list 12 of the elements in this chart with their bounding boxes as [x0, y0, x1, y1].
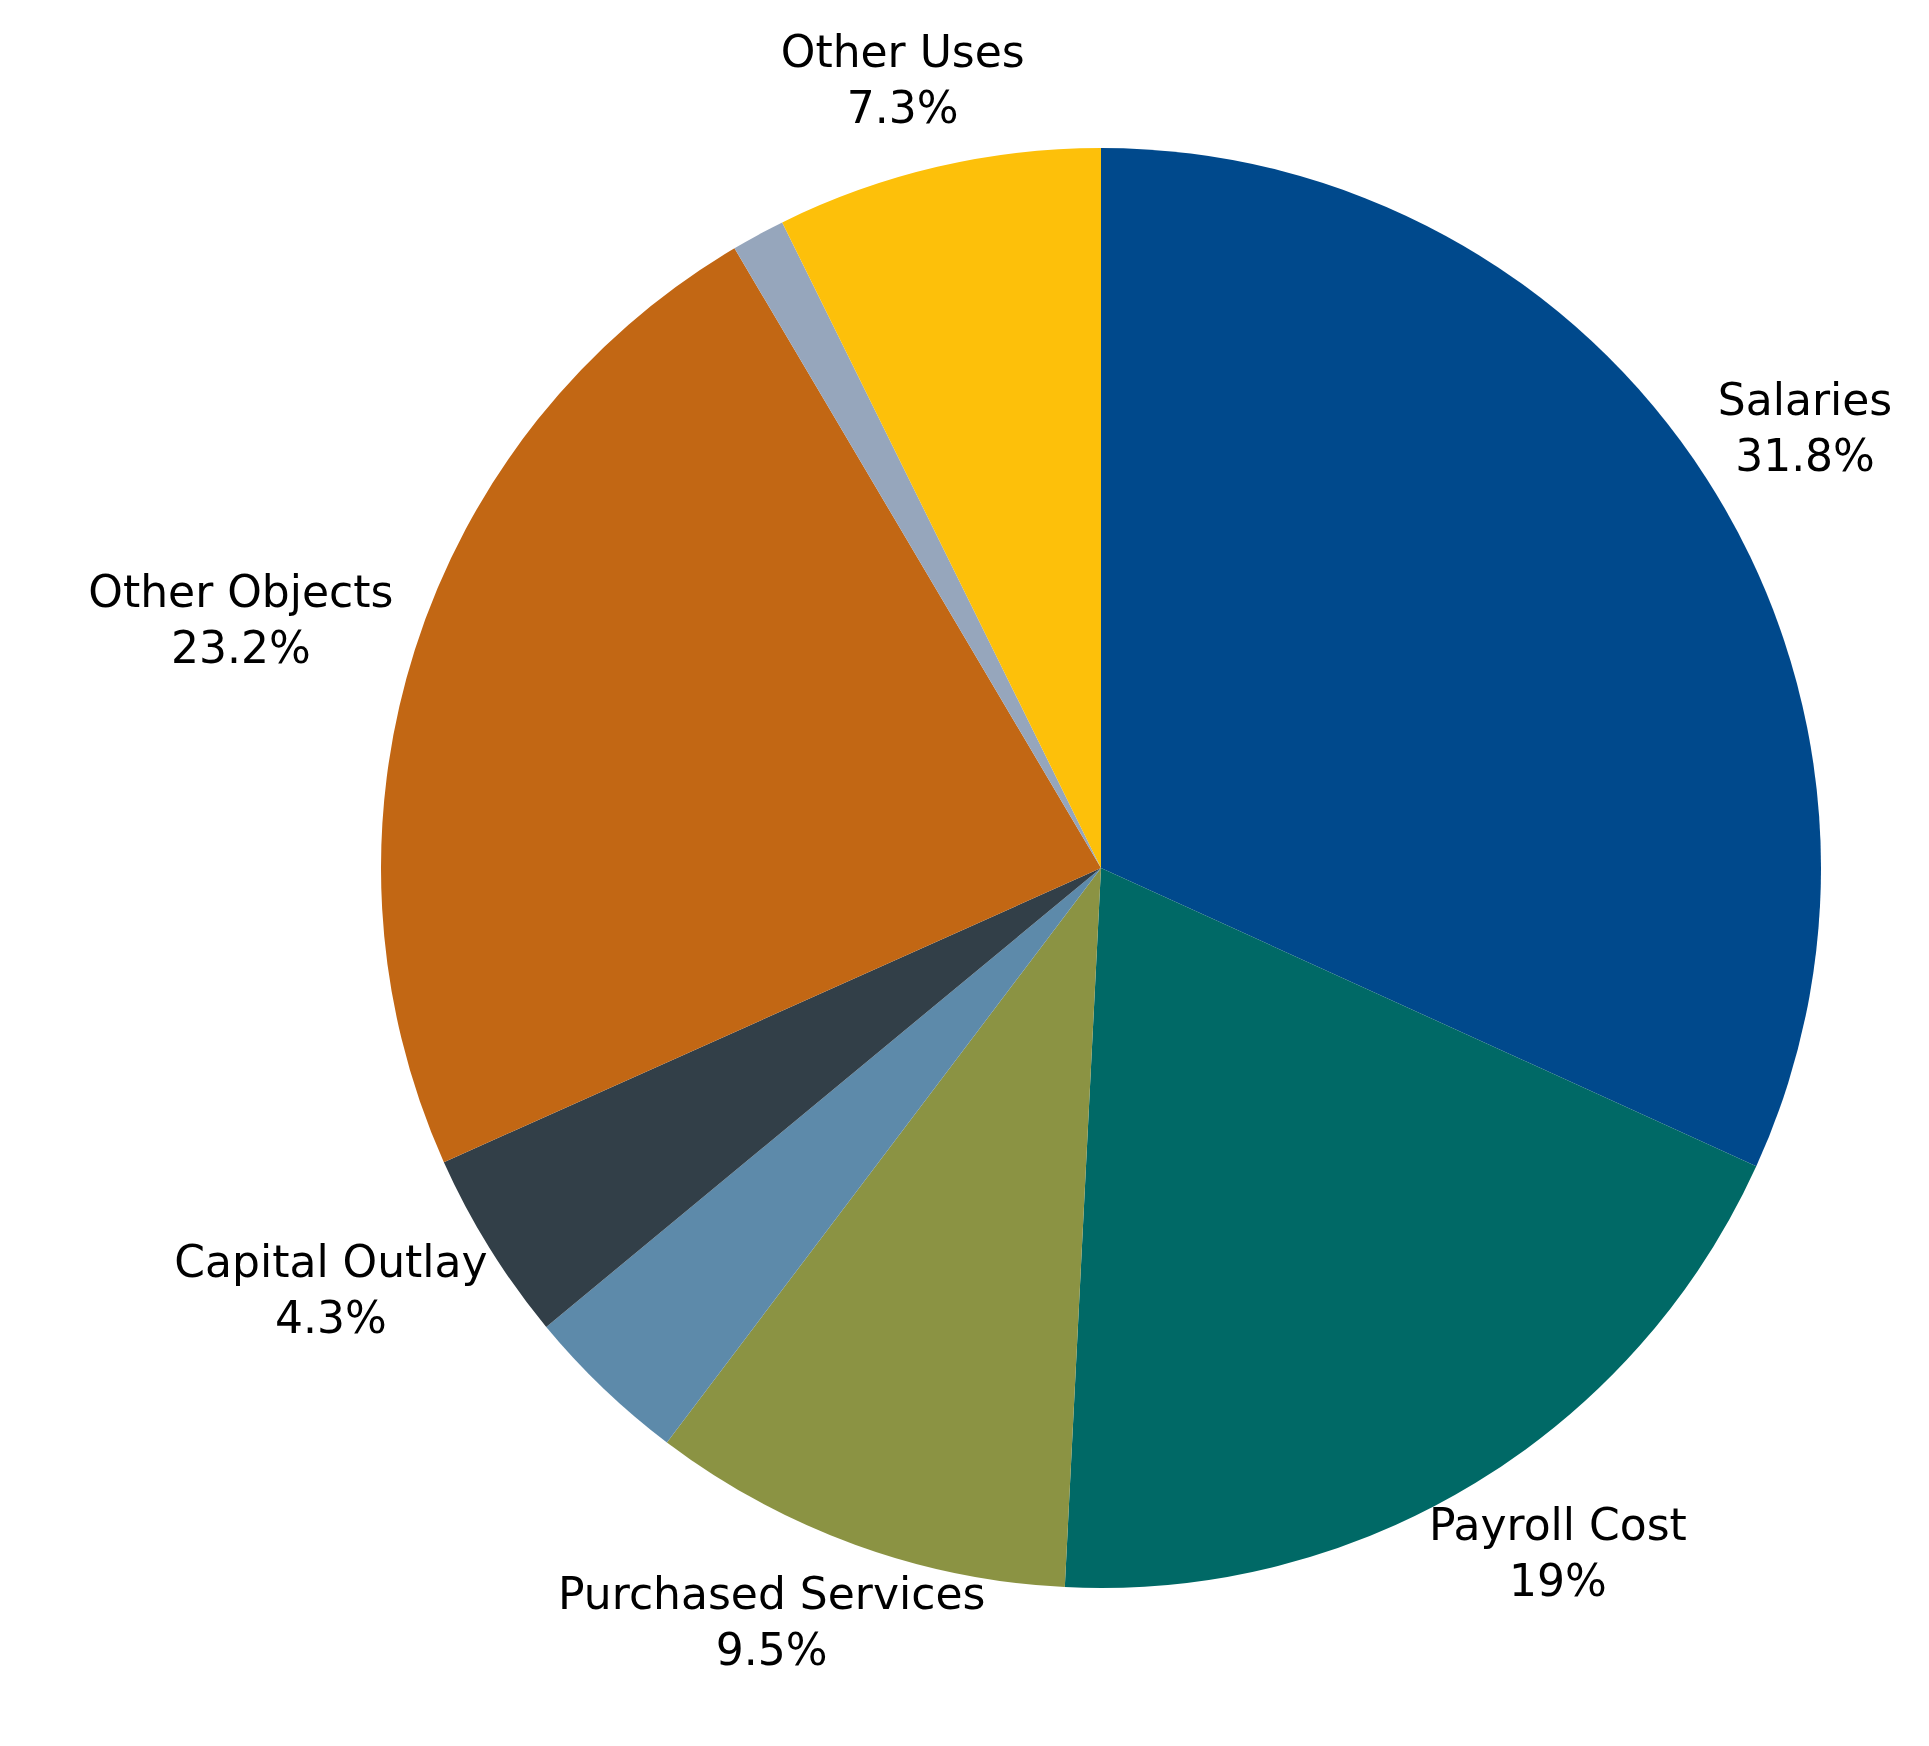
data-label: 4.3%: [275, 1291, 387, 1343]
data-label: 19%: [1508, 1554, 1607, 1606]
slice-label: Payroll Cost: [1428, 1498, 1687, 1550]
data-label: 7.3%: [846, 81, 959, 133]
data-label: 23.2%: [170, 622, 311, 674]
slice-label: Other Uses: [780, 25, 1025, 77]
slice-label: Other Objects: [88, 566, 394, 618]
data-label: 31.8%: [1735, 430, 1875, 482]
slice-label: Capital Outlay: [174, 1235, 488, 1287]
data-label: 9.5%: [715, 1623, 828, 1675]
slice-label: Salaries: [1717, 374, 1893, 426]
slice-label: Purchased Services: [558, 1567, 986, 1619]
